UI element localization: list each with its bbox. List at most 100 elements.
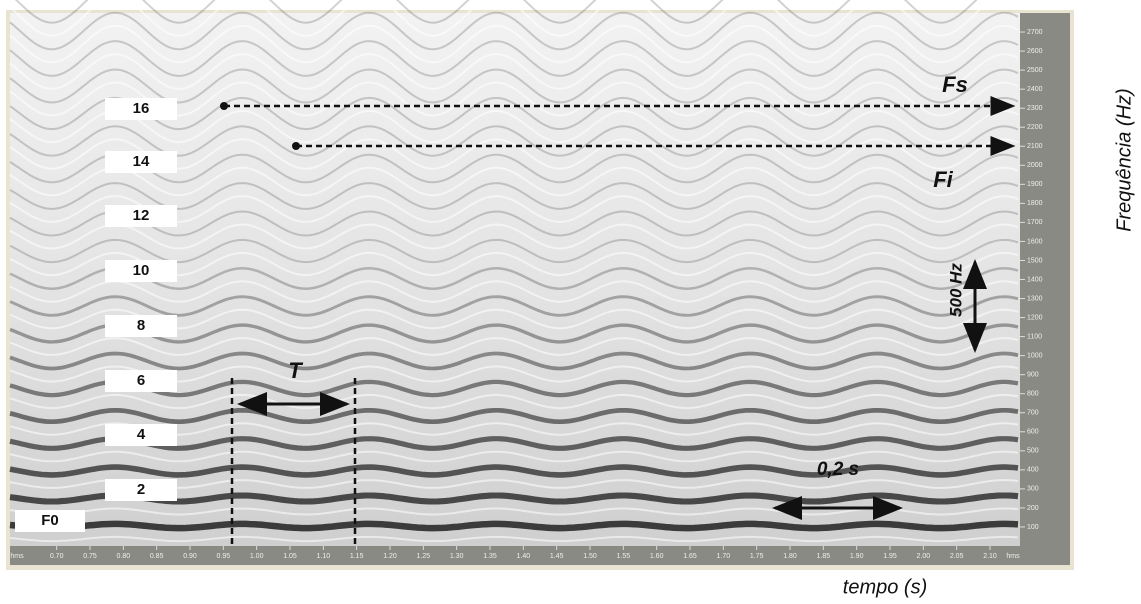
fi-label: Fi: [933, 167, 953, 192]
x-tick-label: 1.20: [383, 553, 397, 560]
y-tick-label: 800: [1027, 391, 1039, 398]
y-tick-label: 2700: [1027, 29, 1043, 36]
harmonic-band: [9, 267, 1019, 290]
harmonic-label-box: [105, 315, 177, 337]
harmonic-label: 2: [137, 481, 145, 498]
harmonic-band: [9, 153, 1019, 184]
harmonic-halo: [9, 24, 1019, 64]
harmonic-band: [9, 182, 1019, 210]
harmonic-label-box: [105, 98, 177, 120]
harmonic-band: [14, 0, 978, 24]
x-tick-label: 0.85: [150, 553, 164, 560]
y-tick-label: 900: [1027, 372, 1039, 379]
harmonic-label-box: [105, 151, 177, 173]
harmonic-band: [9, 11, 1019, 51]
y-tick-label: 1500: [1027, 257, 1043, 264]
y-tick-label: 400: [1027, 467, 1039, 474]
harmonic-halo: [9, 535, 1019, 543]
annotation-lines: [224, 96, 1016, 548]
harmonic-label: 16: [133, 100, 150, 117]
harmonic-halo: [9, 166, 1019, 197]
harmonic-label-box: [105, 260, 177, 282]
harmonic-label: 10: [133, 262, 150, 279]
plot-area: [10, 13, 1020, 546]
harmonic-halo: [9, 195, 1019, 223]
y-tick-label: 2000: [1027, 162, 1043, 169]
period-label: T: [288, 358, 303, 383]
x-tick-label: 1.35: [483, 553, 497, 560]
x-tick-label: 1.50: [583, 553, 597, 560]
harmonic-halo: [9, 81, 1019, 117]
y-tick-label: 500: [1027, 448, 1039, 455]
harmonic-band: [9, 125, 1019, 157]
x-tick-label: 1.90: [850, 553, 864, 560]
x-tick-label: 1.80: [783, 553, 797, 560]
harmonic-halo: [9, 308, 1019, 330]
harmonic-halo: [9, 251, 1019, 277]
y-tick-label: 2100: [1027, 143, 1043, 150]
x-tick-label: 1.85: [817, 553, 831, 560]
harmonic-halo: [9, 280, 1019, 303]
harmonic-band: [9, 210, 1019, 237]
harmonic-band: [9, 96, 1019, 131]
x-tick-label: 1.10: [317, 553, 331, 560]
fs-label: Fs: [942, 72, 968, 97]
y-tick-label: 1700: [1027, 219, 1043, 226]
y-tick-label: 600: [1027, 429, 1039, 436]
y-tick-label: 1100: [1027, 333, 1042, 340]
y-tick-label: 300: [1027, 486, 1039, 493]
harmonic-halo: [9, 0, 1019, 37]
y-tick-label: 200: [1027, 505, 1039, 512]
harmonic-label: 8: [137, 317, 145, 334]
harmonic-label: 4: [137, 426, 146, 443]
x-tick-label: 1.00: [250, 553, 264, 560]
y-tick-label: 1000: [1027, 352, 1043, 359]
marker-dot: [220, 102, 228, 110]
harmonic-label-box: [105, 370, 177, 392]
x-unit-label: hms: [1006, 553, 1020, 560]
x-tick-label: 1.25: [417, 553, 431, 560]
harmonic-halo: [9, 393, 1019, 410]
harmonic-halo: [9, 365, 1019, 383]
harmonic-halo: [9, 138, 1019, 170]
x-tick-label: 2.00: [917, 553, 931, 560]
harmonic-band: [9, 436, 1019, 451]
harmonic-band: [9, 40, 1019, 77]
x-tick-label: 2.05: [950, 553, 964, 560]
y-tick-label: 2600: [1027, 48, 1043, 55]
harmonic-halo: [9, 53, 1019, 90]
y-axis-panel: [1020, 13, 1070, 565]
x-tick-label: 1.55: [617, 553, 631, 560]
y-tick-label: 2500: [1027, 67, 1043, 74]
y-tick-label: 1300: [1027, 295, 1043, 302]
y-tick-label: 2200: [1027, 124, 1043, 131]
y-tick-label: 1400: [1027, 276, 1043, 283]
x-tick-label: 1.65: [683, 553, 697, 560]
harmonic-label-box: [105, 424, 177, 446]
harmonic-label-box: [105, 205, 177, 227]
y-tick-label: 1900: [1027, 181, 1043, 188]
x-tick-label: 1.95: [883, 553, 897, 560]
harmonic-band: [9, 323, 1019, 344]
y-tick-label: 2400: [1027, 86, 1043, 93]
y-axis-title: Frequência (Hz): [1113, 88, 1135, 231]
y-tick-label: 1200: [1027, 314, 1043, 321]
x-axis-panel: [10, 546, 1020, 565]
y-tick-label: 700: [1027, 410, 1039, 417]
arrows: [237, 259, 987, 520]
harmonic-label: 6: [137, 372, 145, 389]
harmonic-label: 14: [133, 153, 150, 170]
harmonic-band: [9, 238, 1019, 264]
x-tick-label: 1.05: [283, 553, 297, 560]
harmonic-halo: [9, 450, 1019, 463]
x-tick-label: 0.75: [83, 553, 97, 560]
harmonic-label-box: [15, 510, 85, 532]
y-tick-label: 100: [1027, 524, 1039, 531]
x-tick-label: 1.75: [750, 553, 764, 560]
y-tick-label: 2300: [1027, 105, 1043, 112]
x-tick-label: 0.70: [50, 553, 64, 560]
x-tick-label: 0.90: [183, 553, 197, 560]
harmonic-band: [9, 379, 1019, 398]
harmonic-band: [9, 464, 1019, 478]
x-unit-label: hms: [10, 553, 24, 560]
